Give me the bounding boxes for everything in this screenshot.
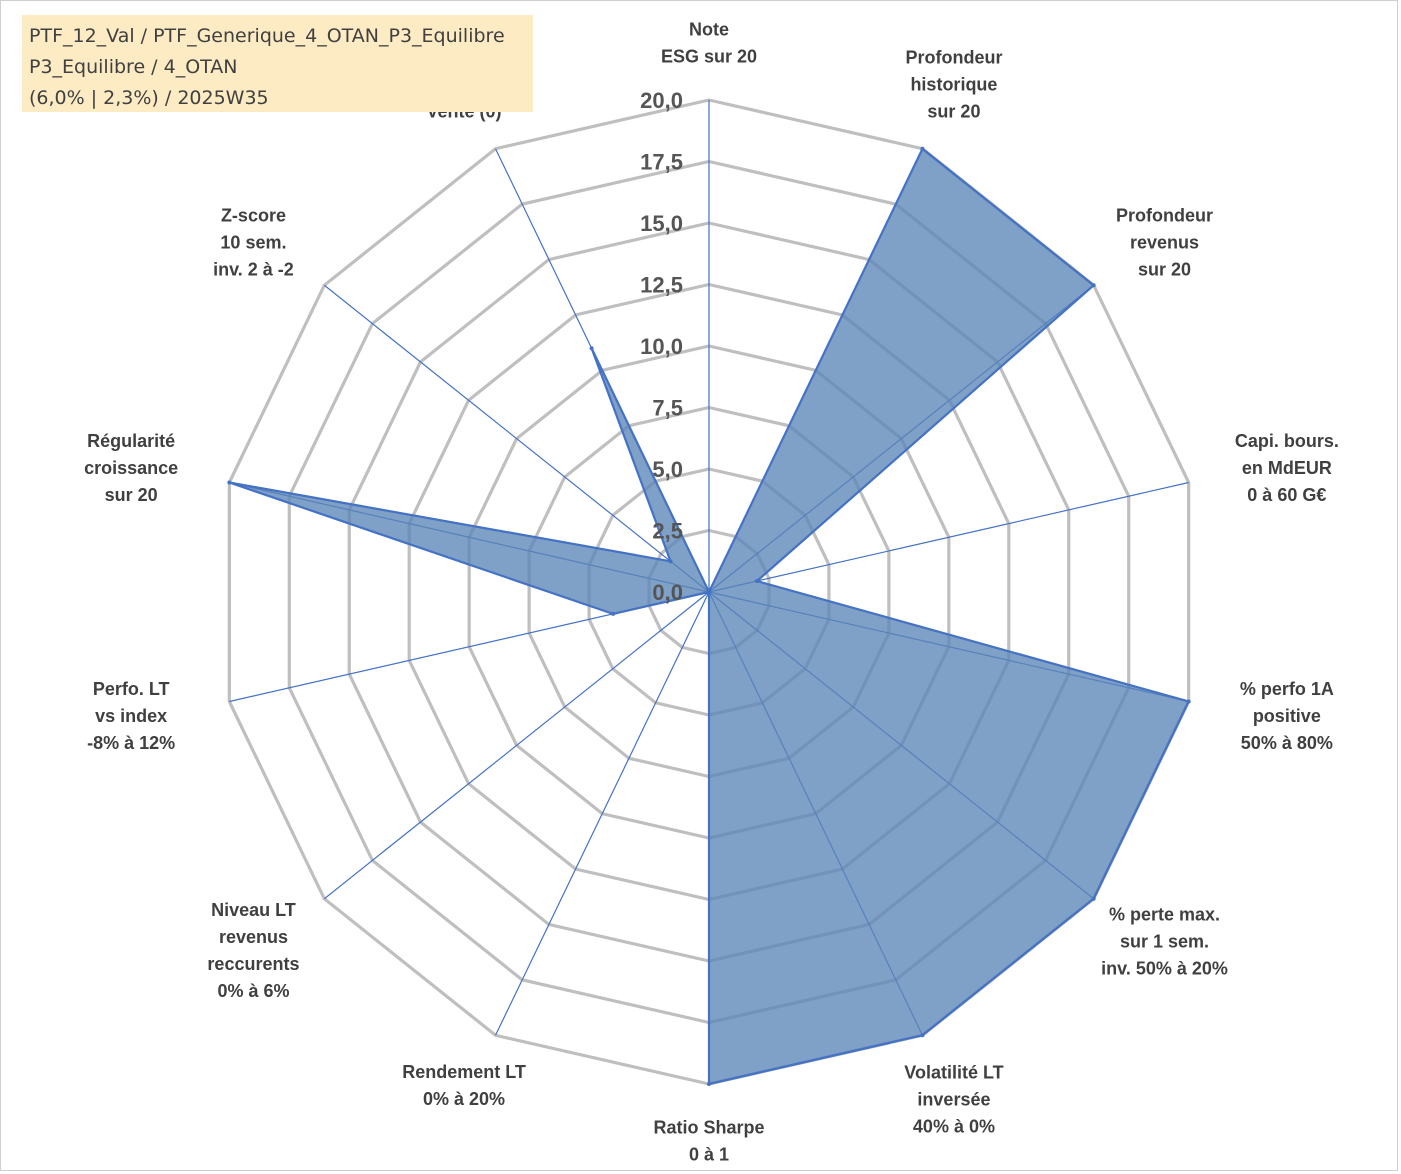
radar-point-4 xyxy=(1186,699,1191,704)
axis-label-11: Régularité croissance sur 20 xyxy=(84,431,178,505)
axis-label-12-line-1: 10 sem. xyxy=(220,233,286,253)
axis-label-7-line-0: Ratio Sharpe xyxy=(653,1118,764,1138)
axis-label-12-line-2: inv. 2 à -2 xyxy=(213,260,294,280)
axis-label-12: Z-score 10 sem. inv. 2 à -2 xyxy=(213,206,294,280)
radar-tick-label-8: 20,0 xyxy=(640,88,683,113)
radar-spoke-8 xyxy=(494,591,710,1036)
radar-tick-label-5: 12,5 xyxy=(640,273,683,298)
radar-point-9 xyxy=(707,590,711,594)
radar-point-2 xyxy=(1091,283,1096,288)
axis-label-10-line-0: Perfo. LT xyxy=(93,679,170,699)
axis-label-6: Volatilité LT inversée 40% à 0% xyxy=(904,1062,1003,1136)
radar-tick-label-3: 7,5 xyxy=(652,396,683,421)
portfolio-stats: (6,0% | 2,3%) / 2025W35 xyxy=(29,87,269,109)
radar-point-10 xyxy=(611,611,616,616)
axis-label-5-line-1: sur 1 sem. xyxy=(1120,931,1209,951)
radar-spoke-3 xyxy=(708,481,1189,593)
axis-label-6-line-2: 40% à 0% xyxy=(913,1116,995,1136)
radar-point-5 xyxy=(1091,896,1096,901)
axis-label-9-line-0: Niveau LT xyxy=(211,900,296,920)
axis-label-0-line-0: Note xyxy=(689,20,729,40)
axis-label-9: Niveau LT revenus reccurents 0% à 6% xyxy=(207,900,299,1001)
radar-point-1 xyxy=(920,146,925,151)
axis-label-1-line-0: Profondeur xyxy=(905,48,1002,68)
axis-label-1: Profondeur historique sur 20 xyxy=(905,48,1002,122)
axis-label-8: Rendement LT 0% à 20% xyxy=(402,1062,526,1109)
axis-label-11-line-0: Régularité xyxy=(87,431,175,451)
axis-label-3-line-2: 0 à 60 G€ xyxy=(1247,485,1326,505)
radar-series-area xyxy=(228,147,1190,1086)
radar-tick-label-1: 2,5 xyxy=(652,519,683,544)
axis-label-9-line-1: revenus xyxy=(219,927,288,947)
radar-point-12 xyxy=(668,559,673,564)
axis-label-3-line-0: Capi. bours. xyxy=(1235,431,1339,451)
radar-tick-label-7: 17,5 xyxy=(640,150,683,175)
axis-label-2-line-0: Profondeur xyxy=(1116,206,1213,226)
radar-series xyxy=(227,146,1191,1086)
axis-label-10: Perfo. LT vs index -8% à 12% xyxy=(87,679,175,753)
radar-tick-label-6: 15,0 xyxy=(640,211,683,236)
axis-label-7: Ratio Sharpe 0 à 1 xyxy=(653,1118,764,1165)
axis-label-6-line-0: Volatilité LT xyxy=(904,1062,1003,1082)
radar-spoke-9 xyxy=(323,591,710,900)
axis-label-11-line-1: croissance xyxy=(84,458,178,478)
axis-label-5-line-2: inv. 50% à 20% xyxy=(1101,958,1228,978)
radar-tick-label-2: 5,0 xyxy=(652,457,683,482)
axis-label-4: % perfo 1A positive 50% à 80% xyxy=(1240,679,1334,753)
axis-label-9-line-2: reccurents xyxy=(207,954,299,974)
axis-label-12-line-0: Z-score xyxy=(221,206,286,226)
axis-label-0: Note ESG sur 20 xyxy=(661,20,757,67)
axis-label-3: Capi. bours. en MdEUR 0 à 60 G€ xyxy=(1235,431,1339,505)
axis-label-4-line-1: positive xyxy=(1253,706,1321,726)
axis-label-5-line-0: % perte max. xyxy=(1109,904,1220,924)
radar-point-6 xyxy=(920,1033,925,1038)
axis-label-10-line-2: -8% à 12% xyxy=(87,733,175,753)
radar-point-13 xyxy=(589,346,594,351)
axis-label-4-line-0: % perfo 1A xyxy=(1240,679,1334,699)
axis-label-8-line-0: Rendement LT xyxy=(402,1062,526,1082)
radar-tick-labels: 0,0 2,5 5,0 7,5 10,0 12,5 15,0 17,5 20,0 xyxy=(640,88,683,605)
radar-point-7 xyxy=(707,1082,711,1086)
portfolio-info-box: PTF_12_Val / PTF_Generique_4_OTAN_P3_Equ… xyxy=(22,15,533,112)
radar-spoke-12 xyxy=(323,284,710,593)
axis-label-6-line-1: inversée xyxy=(917,1089,990,1109)
axis-label-2: Profondeur revenus sur 20 xyxy=(1116,206,1213,280)
axis-label-9-line-3: 0% à 6% xyxy=(217,981,289,1001)
axis-label-3-line-1: en MdEUR xyxy=(1242,458,1332,478)
axis-label-10-line-1: vs index xyxy=(95,706,167,726)
portfolio-profile: P3_Equilibre / 4_OTAN xyxy=(29,56,238,78)
radar-point-3 xyxy=(754,579,759,584)
axis-label-0-line-1: ESG sur 20 xyxy=(661,47,757,67)
axis-label-1-line-1: historique xyxy=(910,75,997,95)
axis-label-5: % perte max. sur 1 sem. inv. 50% à 20% xyxy=(1101,904,1228,978)
axis-label-1-line-2: sur 20 xyxy=(927,102,980,122)
axis-label-2-line-2: sur 20 xyxy=(1138,260,1191,280)
portfolio-title: PTF_12_Val / PTF_Generique_4_OTAN_P3_Equ… xyxy=(29,25,505,47)
radar-tick-label-0: 0,0 xyxy=(652,580,683,605)
radar-axis-labels: Note ESG sur 20 Profondeur historique sur 20… xyxy=(84,20,1339,1165)
radar-tick-label-4: 10,0 xyxy=(640,334,683,359)
axis-label-2-line-1: revenus xyxy=(1130,233,1199,253)
axis-label-11-line-2: sur 20 xyxy=(105,485,158,505)
axis-label-7-line-1: 0 à 1 xyxy=(689,1145,729,1165)
radar-point-11 xyxy=(227,480,232,485)
axis-label-4-line-2: 50% à 80% xyxy=(1241,733,1333,753)
axis-label-8-line-1: 0% à 20% xyxy=(423,1089,505,1109)
